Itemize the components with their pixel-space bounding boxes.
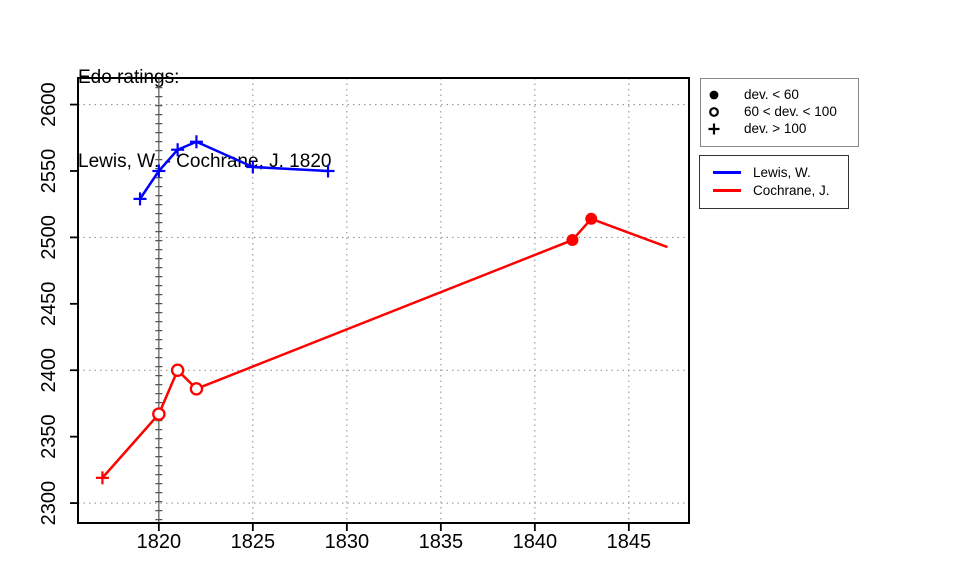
legend-row-series: Lewis, W. [700, 163, 848, 181]
x-axis-tick-label: 1820 [137, 531, 182, 553]
data-point-filled-marker [585, 212, 598, 225]
data-point-open-marker [152, 407, 166, 421]
data-point-open-marker [189, 382, 204, 396]
legend-row-series: Cochrane, J. [700, 181, 848, 199]
x-axis-tick-label: 1825 [231, 531, 276, 553]
chart-title-line2: Lewis, W. - Cochrane, J. 1820 [78, 151, 332, 172]
lewis-line-sample [713, 170, 741, 174]
cochrane-line-sample [713, 188, 741, 192]
y-axis-tick-label: 2500 [38, 215, 60, 260]
deviation-legend: dev. < 60 60 < dev. < 100 dev. > 100 [700, 78, 859, 147]
series-legend: Lewis, W. Cochrane, J. [699, 155, 849, 209]
legend-label: Cochrane, J. [753, 182, 830, 198]
legend-label: dev. < 60 [744, 87, 799, 102]
open-circle-icon [706, 106, 722, 118]
filled-circle-icon [706, 89, 722, 101]
x-axis-tick-label: 1830 [325, 531, 370, 553]
legend-label: dev. > 100 [744, 121, 807, 136]
data-point-filled-marker [566, 234, 579, 247]
plot-frame [77, 77, 690, 524]
legend-row-dev-filled: dev. < 60 [701, 86, 858, 103]
plus-icon [706, 123, 722, 135]
series-line-lewis-w- [138, 140, 330, 201]
y-axis-tick-label: 2400 [38, 348, 60, 393]
legend-label: Lewis, W. [753, 164, 811, 180]
data-point-open-marker [170, 363, 185, 377]
series-line-cochrane-j- [101, 217, 668, 480]
y-axis-tick-label: 2450 [38, 282, 60, 327]
x-axis-tick-label: 1835 [419, 531, 464, 553]
legend-row-dev-open: 60 < dev. < 100 [701, 103, 858, 120]
y-axis-tick-label: 2350 [38, 414, 60, 459]
x-axis-tick-label: 1845 [607, 531, 652, 553]
legend-label: 60 < dev. < 100 [744, 104, 837, 119]
chart-title: Edo ratings: Lewis, W. - Cochrane, J. 18… [78, 8, 331, 232]
y-axis-tick-label: 2600 [38, 82, 60, 127]
legend-row-dev-plus: dev. > 100 [701, 120, 858, 137]
y-axis-tick-label: 2300 [38, 481, 60, 525]
x-axis-tick-label: 1840 [513, 531, 558, 553]
y-axis-tick-label: 2550 [38, 149, 60, 194]
